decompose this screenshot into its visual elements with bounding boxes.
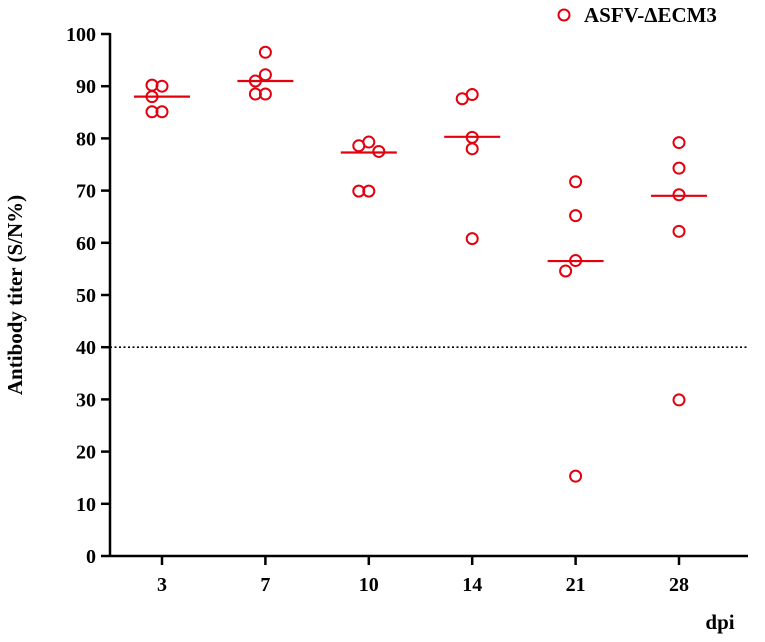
y-ticks: 0 10 20 30 40 50 60 70 80 90 100	[66, 24, 110, 568]
data-point	[145, 105, 159, 119]
x-ticks: 3 7 10 14 21 28	[157, 556, 689, 596]
data-point	[352, 184, 366, 198]
y-tick-label: 80	[76, 128, 96, 150]
data-point	[465, 142, 479, 156]
y-tick-label: 60	[76, 233, 96, 255]
data-point	[672, 136, 686, 150]
data-point	[672, 161, 686, 175]
data-point	[569, 469, 583, 483]
data-point	[258, 68, 272, 82]
data-point	[258, 45, 272, 59]
y-tick-label: 10	[76, 494, 96, 516]
data-point	[672, 224, 686, 238]
y-tick-label: 50	[76, 285, 96, 307]
x-axis-title: dpi	[705, 610, 734, 634]
data-point	[569, 175, 583, 189]
legend: ASFV-ΔECM3	[557, 3, 717, 27]
x-tick-label: 21	[566, 574, 586, 596]
data-point	[559, 264, 573, 278]
legend-label: ASFV-ΔECM3	[584, 3, 717, 27]
plot-marks	[134, 45, 707, 483]
x-tick-label: 10	[359, 574, 379, 596]
x-tick-label: 7	[260, 574, 270, 596]
data-point	[352, 139, 366, 153]
y-tick-label: 30	[76, 389, 96, 411]
data-point	[248, 87, 262, 101]
axes	[108, 33, 748, 558]
x-tick-label: 3	[157, 574, 167, 596]
y-tick-label: 70	[76, 181, 96, 203]
x-tick-label: 28	[669, 574, 689, 596]
data-point	[455, 92, 469, 106]
y-tick-label: 40	[76, 337, 96, 359]
data-point	[569, 209, 583, 223]
y-tick-label: 100	[66, 24, 96, 46]
y-tick-label: 0	[86, 546, 96, 568]
data-point	[672, 393, 686, 407]
y-axis-title: Antibody titer (S/N%)	[3, 195, 27, 395]
data-point	[465, 232, 479, 246]
x-tick-label: 14	[462, 574, 482, 596]
y-tick-label: 20	[76, 442, 96, 464]
legend-marker	[557, 8, 571, 22]
y-tick-label: 90	[76, 76, 96, 98]
